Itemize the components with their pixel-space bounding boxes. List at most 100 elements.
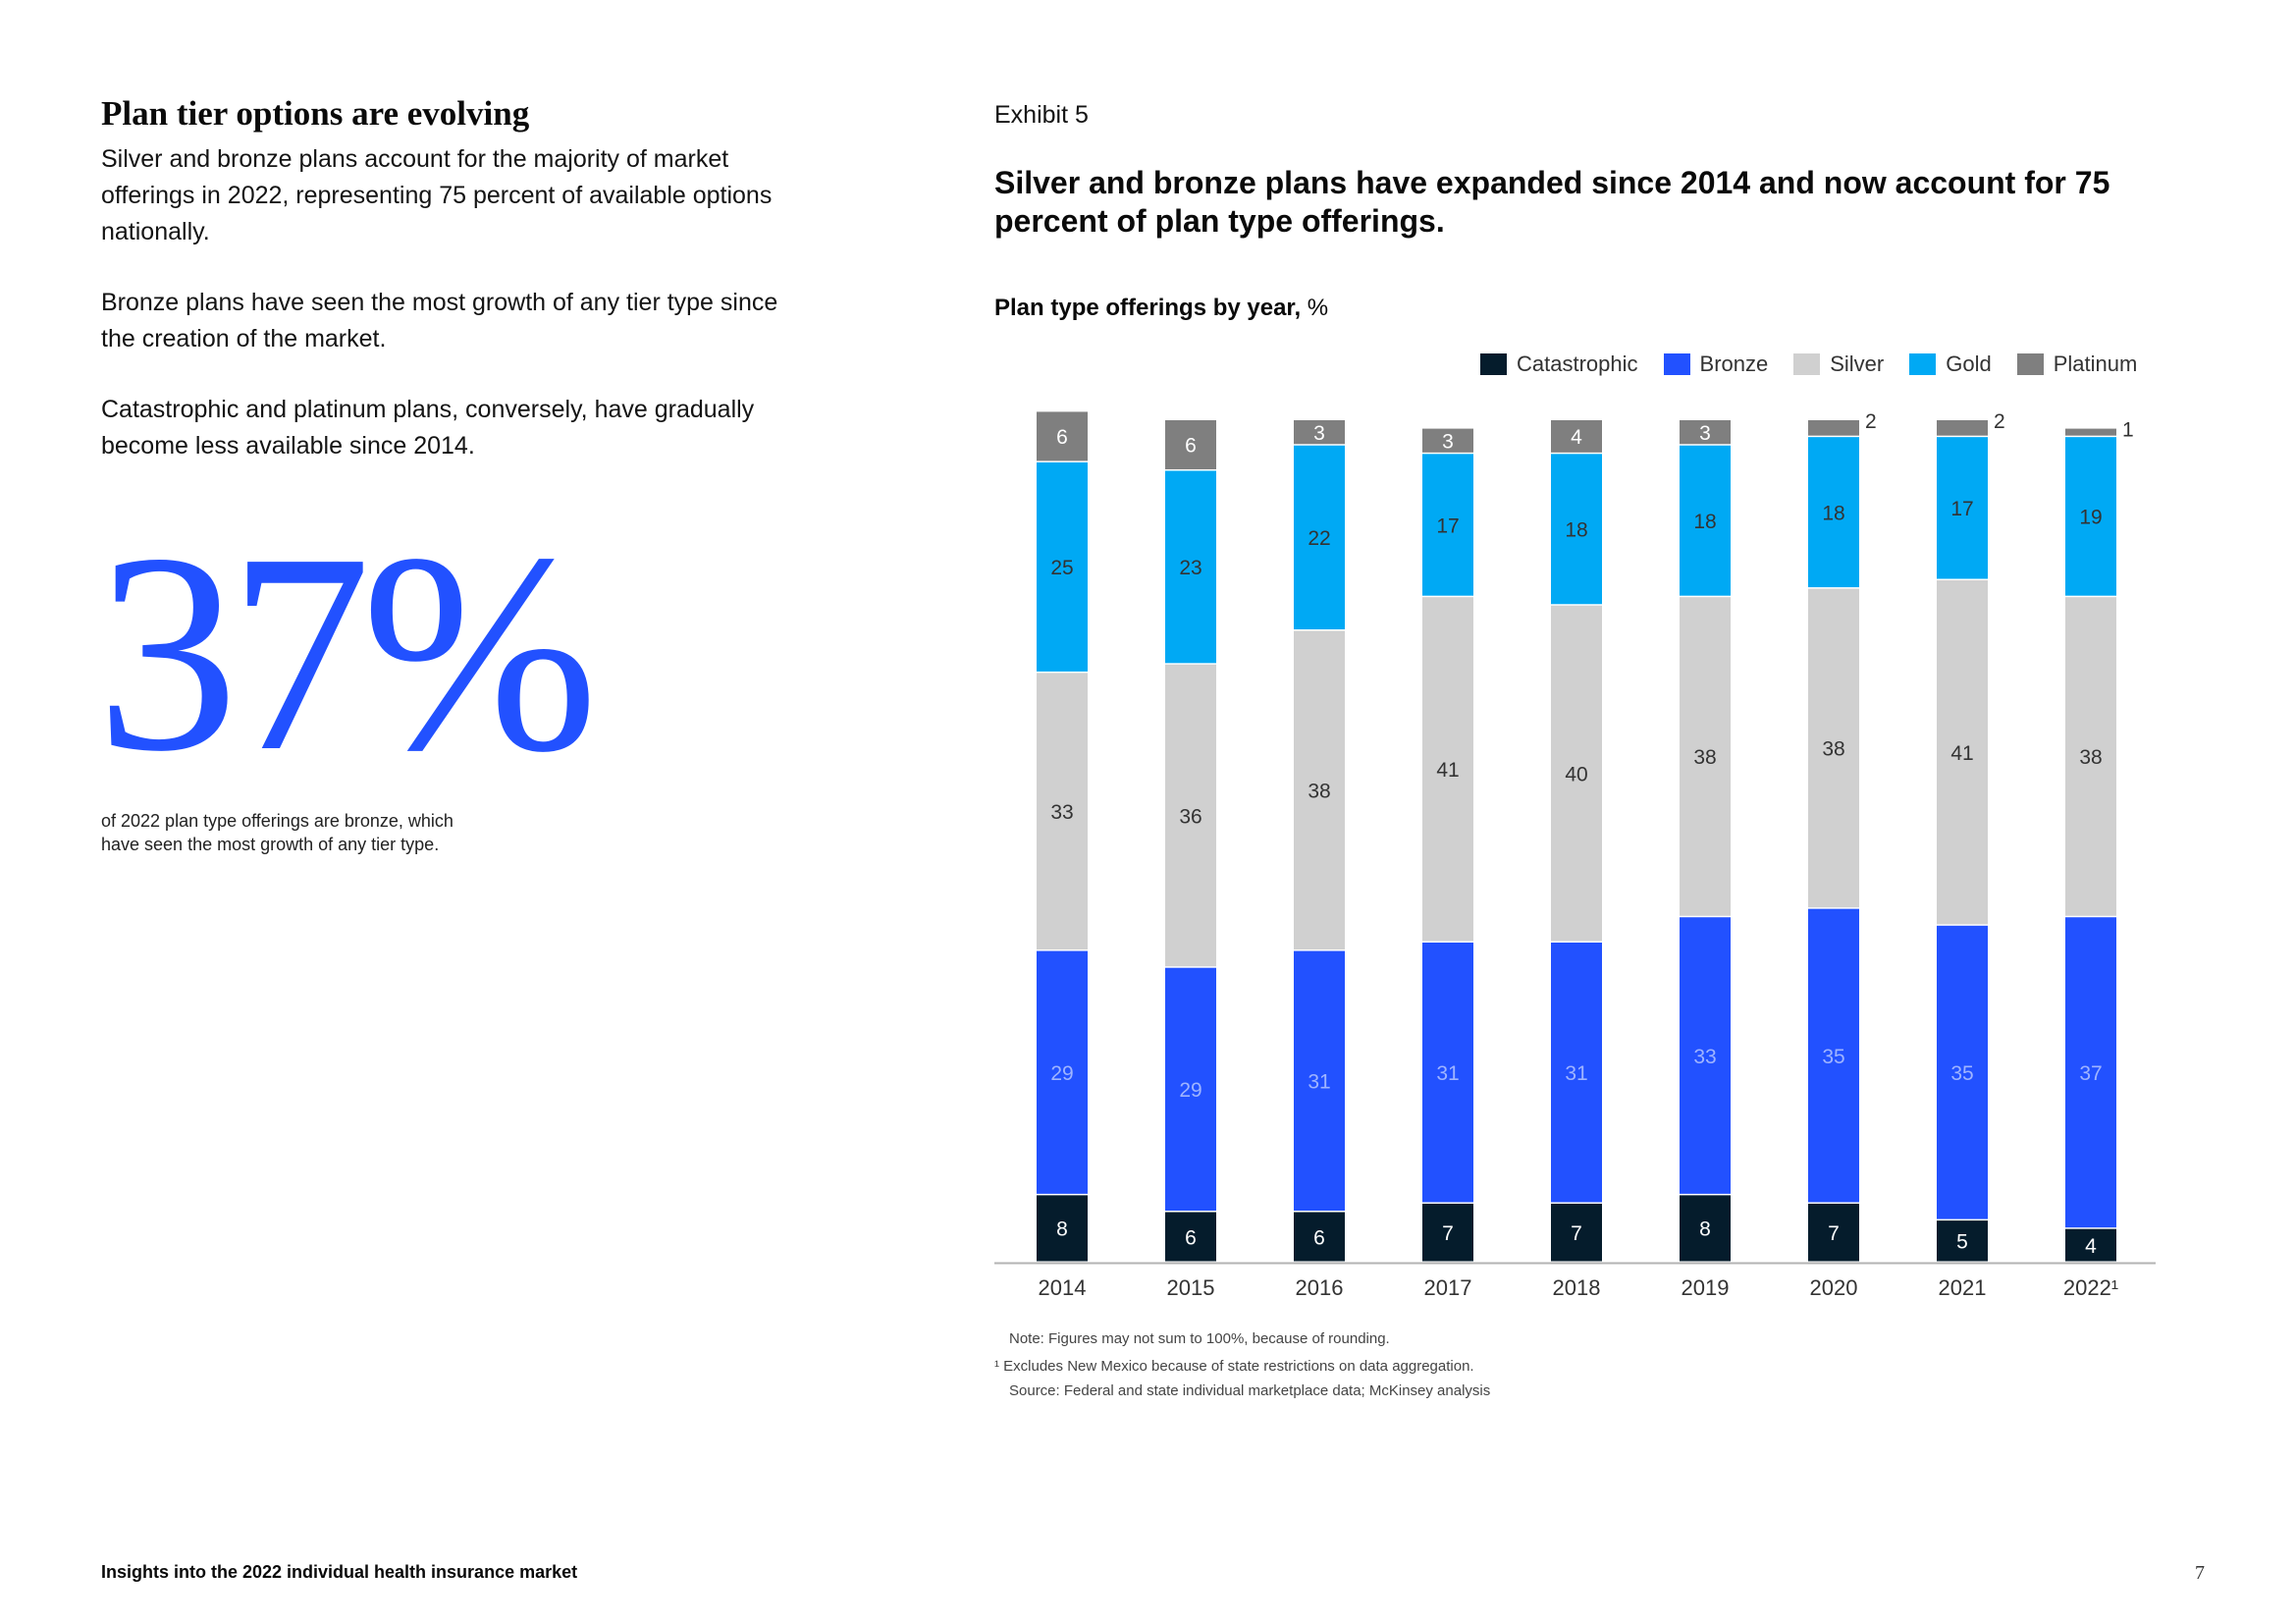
data-label-catastrophic: 6 <box>1313 1226 1325 1249</box>
bar-bronze-2014 <box>1037 950 1088 1194</box>
chart-note: Note: Figures may not sum to 100%, becau… <box>1009 1330 1390 1347</box>
bar-bronze-2015 <box>1165 967 1216 1212</box>
bar-gold-2022 <box>2065 437 2116 596</box>
bar-catastrophic-2015 <box>1165 1212 1216 1262</box>
bar-gold-2014 <box>1037 461 1088 672</box>
data-label-catastrophic: 7 <box>1442 1222 1454 1245</box>
exhibit-label: Exhibit 5 <box>994 101 1089 129</box>
x-tick-label: 2022¹ <box>2063 1275 2118 1300</box>
legend-label: Catastrophic <box>1517 352 1638 376</box>
bar-bronze-2016 <box>1294 950 1345 1212</box>
bar-platinum-2015 <box>1165 420 1216 469</box>
data-label-gold: 25 <box>1050 557 1073 579</box>
x-tick-label: 2021 <box>1939 1275 1987 1300</box>
bar-platinum-2014 <box>1037 411 1088 461</box>
bar-platinum-2019 <box>1680 420 1731 445</box>
data-label-platinum: 2 <box>1865 410 1877 433</box>
bar-platinum-2021 <box>1937 420 1988 436</box>
data-label-silver: 40 <box>1565 763 1587 785</box>
section-heading: Plan tier options are evolving <box>101 94 530 133</box>
data-label-gold: 18 <box>1565 519 1587 542</box>
legend-item-bronze: Bronze <box>1663 352 1769 377</box>
bar-platinum-2016 <box>1294 420 1345 445</box>
data-label-bronze: 31 <box>1436 1062 1459 1085</box>
data-label-bronze: 35 <box>1822 1046 1844 1068</box>
data-label-catastrophic: 6 <box>1185 1226 1197 1249</box>
legend-swatch-bronze <box>1663 353 1690 375</box>
bar-silver-2014 <box>1037 673 1088 950</box>
data-label-silver: 41 <box>1950 742 1973 765</box>
chart-legend: Catastrophic Bronze Silver Gold Platinum <box>1480 352 2137 377</box>
paragraph-catastrophic-platinum: Catastrophic and platinum plans, convers… <box>101 396 755 460</box>
bar-bronze-2017 <box>1422 942 1473 1203</box>
big-stat-value: 37% <box>96 495 599 810</box>
data-label-silver: 41 <box>1436 759 1459 782</box>
chart-subtitle-unit: % <box>1301 295 1329 321</box>
data-label-catastrophic: 7 <box>1828 1222 1840 1245</box>
bar-bronze-2019 <box>1680 917 1731 1194</box>
bar-gold-2015 <box>1165 470 1216 664</box>
bar-silver-2015 <box>1165 664 1216 967</box>
bar-bronze-2018 <box>1551 942 1602 1203</box>
legend-label: Silver <box>1830 352 1885 376</box>
bar-gold-2020 <box>1808 437 1859 588</box>
x-tick-label: 2020 <box>1810 1275 1858 1300</box>
data-label-catastrophic: 7 <box>1571 1222 1582 1245</box>
bar-bronze-2022 <box>2065 917 2116 1228</box>
legend-swatch-silver <box>1793 353 1821 375</box>
data-label-gold: 18 <box>1693 511 1716 533</box>
data-label-catastrophic: 5 <box>1956 1231 1968 1254</box>
paragraph-bronze-growth: Bronze plans have seen the most growth o… <box>101 289 778 352</box>
chart-subtitle: Plan type offerings by year, % <box>994 295 1328 322</box>
bar-bronze-2020 <box>1808 908 1859 1203</box>
data-label-bronze: 31 <box>1308 1071 1330 1094</box>
data-label-platinum: 3 <box>1313 422 1325 445</box>
data-label-catastrophic: 8 <box>1699 1218 1711 1241</box>
data-label-platinum: 6 <box>1185 435 1197 458</box>
legend-item-catastrophic: Catastrophic <box>1480 352 1638 377</box>
bar-gold-2018 <box>1551 454 1602 605</box>
x-tick-label: 2017 <box>1424 1275 1472 1300</box>
paragraph-silver-bronze: Silver and bronze plans account for the … <box>101 145 773 245</box>
bar-silver-2017 <box>1422 597 1473 942</box>
bar-gold-2021 <box>1937 437 1988 579</box>
legend-swatch-catastrophic <box>1480 353 1507 375</box>
data-label-bronze: 31 <box>1565 1062 1587 1085</box>
page-number: 7 <box>2195 1562 2205 1584</box>
footer-title: Insights into the 2022 individual health… <box>101 1562 578 1582</box>
legend-item-platinum: Platinum <box>2016 352 2138 377</box>
data-label-gold: 19 <box>2079 507 2102 529</box>
legend-swatch-platinum <box>2016 353 2044 375</box>
chart-title: Silver and bronze plans have expanded si… <box>994 165 2110 239</box>
bar-catastrophic-2017 <box>1422 1203 1473 1262</box>
x-tick-label: 2019 <box>1682 1275 1730 1300</box>
data-label-bronze: 35 <box>1950 1062 1973 1085</box>
bar-gold-2019 <box>1680 445 1731 596</box>
data-label-silver: 36 <box>1179 805 1201 828</box>
data-label-platinum: 1 <box>2122 419 2134 442</box>
bar-platinum-2018 <box>1551 420 1602 453</box>
legend-item-silver: Silver <box>1793 352 1884 377</box>
data-label-gold: 18 <box>1822 502 1844 524</box>
data-label-silver: 38 <box>1308 781 1330 803</box>
bar-gold-2017 <box>1422 454 1473 596</box>
x-tick-label: 2018 <box>1553 1275 1601 1300</box>
data-label-catastrophic: 4 <box>2085 1235 2097 1258</box>
legend-label: Platinum <box>2053 352 2138 376</box>
legend-label: Bronze <box>1699 352 1769 376</box>
bar-silver-2022 <box>2065 597 2116 916</box>
bar-bronze-2021 <box>1937 925 1988 1219</box>
data-label-platinum: 4 <box>1571 426 1582 449</box>
data-label-gold: 17 <box>1950 498 1973 520</box>
data-label-silver: 33 <box>1050 801 1073 824</box>
bar-catastrophic-2020 <box>1808 1203 1859 1262</box>
data-label-silver: 38 <box>1822 738 1844 761</box>
data-label-bronze: 33 <box>1693 1046 1716 1068</box>
bar-platinum-2022 <box>2065 428 2116 436</box>
data-label-platinum: 3 <box>1442 430 1454 453</box>
bar-platinum-2020 <box>1808 420 1859 436</box>
data-label-catastrophic: 8 <box>1056 1218 1068 1241</box>
bar-catastrophic-2014 <box>1037 1195 1088 1262</box>
data-label-silver: 38 <box>1693 746 1716 769</box>
